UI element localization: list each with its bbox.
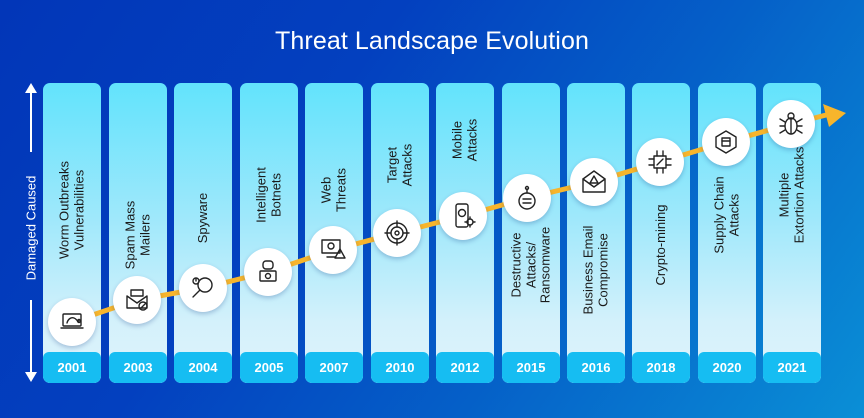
year-badge: 2015: [502, 352, 560, 383]
year-badge: 2012: [436, 352, 494, 383]
axis-line-lower: [30, 300, 32, 374]
timeline-column-2003: Spam Mass Mailers 2003: [109, 83, 167, 383]
binary-bomb-icon: [503, 174, 551, 222]
spam-mail-icon: [113, 276, 161, 324]
year-badge: 2003: [109, 352, 167, 383]
timeline-column-2004: Spyware 2004: [174, 83, 232, 383]
target-bug-icon: [373, 209, 421, 257]
page-title: Threat Landscape Evolution: [275, 27, 589, 55]
year-badge: 2005: [240, 352, 298, 383]
timeline-column-2018: Crypto-mining 2018: [632, 83, 690, 383]
axis-line-upper: [30, 92, 32, 152]
axis-arrow-up-icon: [25, 83, 37, 93]
year-badge: 2018: [632, 352, 690, 383]
chip-pickaxe-icon: [636, 138, 684, 186]
network-box-icon: [702, 118, 750, 166]
year-badge: 2020: [698, 352, 756, 383]
email-warning-icon: [570, 158, 618, 206]
timeline-column-2016: Business Email Compromise 2016: [567, 83, 625, 383]
laptop-worm-icon: [48, 298, 96, 346]
timeline-column-2005: Intelligent Botnets 2005: [240, 83, 298, 383]
monitor-warning-icon: [309, 226, 357, 274]
timeline-column-2015: Destructive Attacks/Ransomware 2015: [502, 83, 560, 383]
year-badge: 2007: [305, 352, 363, 383]
year-badge: 2001: [43, 352, 101, 383]
year-badge: 2021: [763, 352, 821, 383]
magnifier-spy-icon: [179, 264, 227, 312]
phone-skull-icon: [439, 192, 487, 240]
year-badge: 2010: [371, 352, 429, 383]
year-badge: 2016: [567, 352, 625, 383]
year-badge: 2004: [174, 352, 232, 383]
bug-icon: [767, 100, 815, 148]
axis-arrow-down-icon: [25, 372, 37, 382]
robot-laptop-icon: [244, 248, 292, 296]
